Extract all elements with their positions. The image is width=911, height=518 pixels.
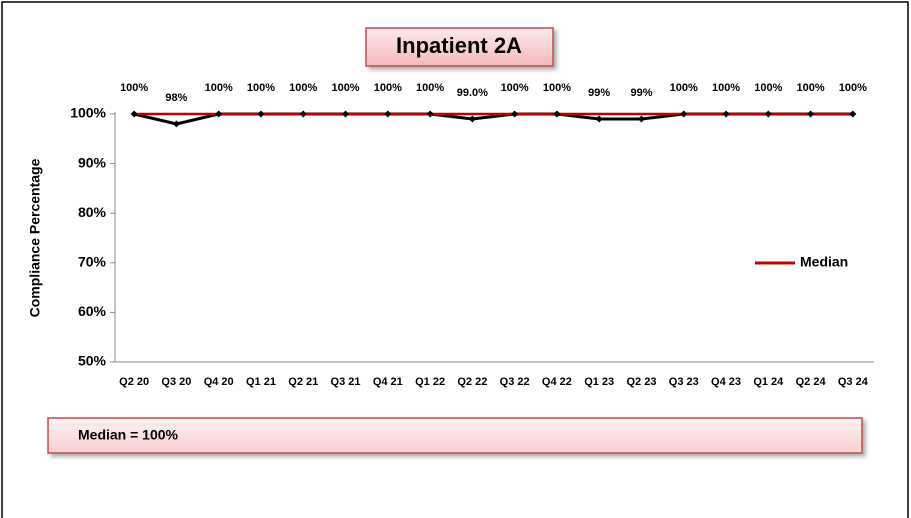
x-tick-label: Q4 23 xyxy=(711,376,741,388)
data-label: 100% xyxy=(247,82,275,94)
marker xyxy=(426,110,434,118)
data-label: 100% xyxy=(416,82,444,94)
marker xyxy=(722,110,730,118)
marker xyxy=(384,110,392,118)
annotation: Median = 100% xyxy=(78,427,179,443)
x-tick-label: Q4 22 xyxy=(542,376,572,388)
data-label: 100% xyxy=(712,82,740,94)
y-tick-label: 80% xyxy=(78,204,107,220)
marker xyxy=(511,110,519,118)
x-tick-label: Q3 21 xyxy=(331,376,361,388)
data-label: 99.0% xyxy=(457,87,488,99)
title-box xyxy=(365,27,554,67)
x-tick-label: Q2 22 xyxy=(457,376,487,388)
data-label: 100% xyxy=(839,82,867,94)
marker xyxy=(849,110,857,118)
data-label: 99% xyxy=(630,87,652,99)
chart-title: Inpatient 2A xyxy=(396,33,522,58)
data-label: 100% xyxy=(501,82,529,94)
marker xyxy=(637,115,645,123)
marker xyxy=(257,110,265,118)
x-tick-label: Q2 21 xyxy=(288,376,318,388)
x-tick-label: Q3 24 xyxy=(838,376,869,388)
x-tick-label: Q3 23 xyxy=(669,376,699,388)
y-tick-label: 90% xyxy=(78,154,107,170)
data-label: 100% xyxy=(543,82,571,94)
y-tick-label: 100% xyxy=(70,105,106,121)
marker xyxy=(130,110,138,118)
x-tick-label: Q4 21 xyxy=(373,376,403,388)
y-tick-label: 70% xyxy=(78,254,107,270)
marker xyxy=(299,110,307,118)
data-label: 100% xyxy=(289,82,317,94)
x-tick-label: Q1 24 xyxy=(753,376,784,388)
data-label: 100% xyxy=(670,82,698,94)
x-tick-label: Q3 22 xyxy=(500,376,530,388)
marker xyxy=(553,110,561,118)
y-axis-label: Compliance Percentage xyxy=(27,158,43,317)
x-tick-label: Q1 23 xyxy=(584,376,614,388)
data-label: 100% xyxy=(331,82,359,94)
x-tick-label: Q2 23 xyxy=(626,376,656,388)
legend-label: Median xyxy=(800,254,848,270)
annotation-box xyxy=(47,417,863,454)
marker xyxy=(468,115,476,123)
x-tick-label: Q1 21 xyxy=(246,376,276,388)
x-tick-label: Q1 22 xyxy=(415,376,445,388)
data-label: 99% xyxy=(588,87,610,99)
x-tick-label: Q3 20 xyxy=(161,376,191,388)
y-tick-label: 60% xyxy=(78,303,107,319)
data-label: 100% xyxy=(754,82,782,94)
data-label: 100% xyxy=(205,82,233,94)
marker xyxy=(172,120,180,128)
data-label: 100% xyxy=(374,82,402,94)
marker xyxy=(342,110,350,118)
marker xyxy=(807,110,815,118)
data-label: 100% xyxy=(797,82,825,94)
x-tick-label: Q4 20 xyxy=(204,376,234,388)
marker xyxy=(595,115,603,123)
marker xyxy=(215,110,223,118)
marker xyxy=(680,110,688,118)
y-tick-label: 50% xyxy=(78,353,107,369)
x-tick-label: Q2 24 xyxy=(796,376,827,388)
data-label: 98% xyxy=(165,92,187,104)
marker xyxy=(764,110,772,118)
x-tick-label: Q2 20 xyxy=(119,376,149,388)
data-label: 100% xyxy=(120,82,148,94)
